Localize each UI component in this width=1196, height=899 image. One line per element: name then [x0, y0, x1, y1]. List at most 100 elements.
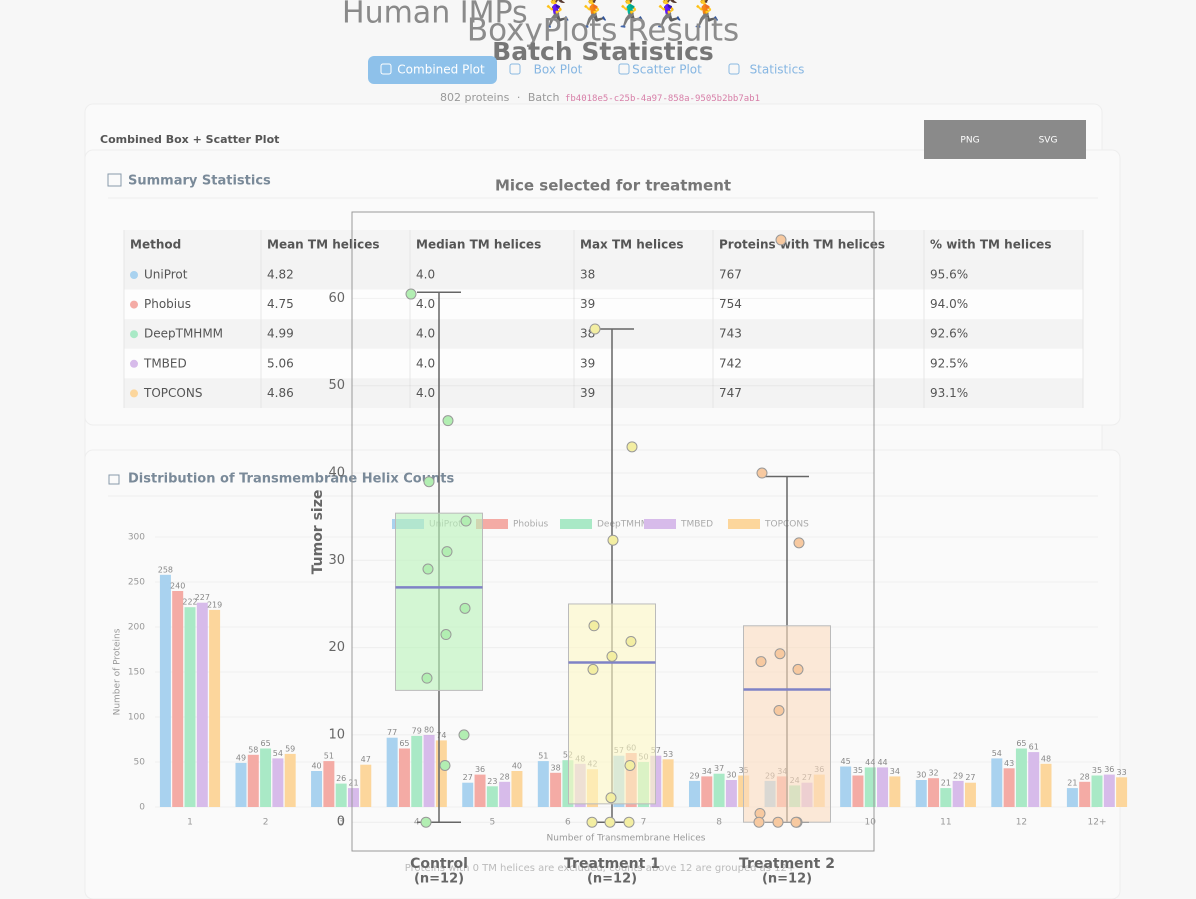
y-tick-label: 0	[139, 803, 145, 813]
data-point	[460, 515, 472, 527]
tab-icon	[618, 63, 630, 75]
tab[interactable]: Scatter Plot	[632, 63, 702, 77]
data-point	[775, 234, 787, 246]
bar-value-label: 52	[563, 751, 573, 760]
data-point	[626, 441, 638, 453]
legend-label: Phobius	[513, 520, 549, 530]
bar-value-label: 77	[387, 728, 397, 737]
bar	[499, 781, 511, 807]
bar-value-label: 34	[890, 767, 900, 776]
bar-value-label: 65	[399, 739, 409, 748]
table-row-bg	[124, 348, 1083, 379]
data-point	[772, 816, 784, 828]
bar	[1103, 774, 1115, 807]
bar-value-label: 58	[248, 745, 258, 754]
bar-value-label: 27	[463, 773, 473, 782]
method-dot	[130, 389, 138, 398]
tab-active-bg[interactable]	[368, 56, 497, 84]
bar-value-label: 40	[512, 762, 522, 771]
bar	[889, 776, 901, 807]
table-cell: 38	[580, 268, 595, 282]
x-tick-label: 8	[716, 818, 722, 828]
bar	[462, 782, 474, 807]
bar	[940, 788, 952, 807]
table-cell: 4.99	[267, 327, 294, 341]
bar	[235, 762, 247, 807]
x-tick-label: 10	[865, 818, 877, 828]
bar-value-label: 30	[726, 771, 736, 780]
table-cell: 767	[719, 268, 742, 282]
table-cell: 92.5%	[930, 356, 968, 370]
bar-value-label: 54	[992, 749, 1002, 758]
export-button[interactable]: SVG	[1039, 136, 1058, 146]
table-header: Max TM helices	[580, 238, 684, 252]
table-row-bg	[124, 319, 1083, 349]
app-title: Human IMPs 🏃‍♀️🏃🏃‍♂️🏃‍♀️🏃	[342, 0, 724, 31]
table-cell: Phobius	[144, 297, 191, 311]
bar	[196, 602, 208, 807]
bar-value-label: 26	[336, 774, 346, 783]
bar	[272, 758, 284, 807]
bar-value-label: 51	[324, 752, 334, 761]
data-point	[440, 629, 452, 641]
tab-icon	[380, 63, 392, 75]
bar-value-label: 44	[865, 758, 875, 767]
bar-value-label: 37	[714, 764, 724, 773]
y-tick-label: 100	[128, 713, 145, 723]
data-point	[405, 288, 417, 300]
x-tick-sublabel: (n=12)	[414, 872, 464, 887]
bar-value-label: 32	[928, 769, 938, 778]
bar-value-label: 43	[1004, 759, 1014, 768]
bar	[964, 782, 976, 807]
tab[interactable]: Statistics	[750, 63, 805, 77]
x-tick-sublabel: (n=12)	[762, 872, 812, 887]
bar	[323, 761, 335, 807]
bar-value-label: 28	[500, 772, 510, 781]
bar-value-label: 27	[965, 773, 975, 782]
bar-value-label: 59	[285, 744, 295, 753]
distribution-title: Distribution of Transmembrane Helix Coun…	[128, 472, 454, 487]
plot-frame	[351, 211, 875, 852]
y-tick-label: 10	[328, 727, 345, 742]
bar	[991, 758, 1003, 807]
bar-value-label: 44	[877, 758, 887, 767]
table-cell: 4.86	[267, 386, 294, 400]
x-tick-label: 12	[1016, 818, 1027, 828]
bar-value-label: 49	[236, 753, 246, 762]
table-cell: TMBED	[143, 356, 187, 370]
export-button[interactable]: PNG	[960, 136, 979, 146]
bar	[411, 735, 423, 807]
legend-swatch	[644, 519, 676, 529]
bar	[284, 753, 296, 807]
legend-label: DeepTMHMM	[597, 520, 656, 530]
data-point	[773, 704, 785, 716]
data-point	[605, 792, 617, 804]
bar-value-label: 258	[158, 565, 173, 574]
bar-value-label: 28	[1080, 772, 1090, 781]
bar-value-label: 21	[348, 779, 358, 788]
tab[interactable]: Box Plot	[534, 63, 583, 77]
x-tick-label: 5	[489, 818, 495, 828]
bar-value-label: 40	[311, 762, 321, 771]
table-header: Proteins with TM helices	[719, 238, 885, 252]
table-cell: 4.0	[416, 297, 435, 311]
bar	[701, 776, 713, 807]
data-point	[624, 759, 636, 771]
bar	[311, 771, 323, 807]
bar	[537, 761, 549, 807]
table-cell: 92.6%	[930, 327, 968, 341]
bar-value-label: 29	[953, 771, 963, 780]
box	[743, 625, 831, 823]
table-cell: 747	[719, 386, 742, 400]
bar	[335, 783, 347, 807]
bar	[247, 754, 259, 807]
y-tick-label: 40	[328, 466, 345, 481]
bar	[435, 740, 447, 807]
table-cell: 743	[719, 327, 742, 341]
bar	[1091, 775, 1103, 807]
table-row-bg	[124, 289, 1083, 320]
subtitle: BoxyPlots Results	[467, 13, 739, 49]
tab[interactable]: Combined Plot	[397, 63, 485, 77]
bar	[159, 574, 171, 807]
data-point	[459, 602, 471, 614]
